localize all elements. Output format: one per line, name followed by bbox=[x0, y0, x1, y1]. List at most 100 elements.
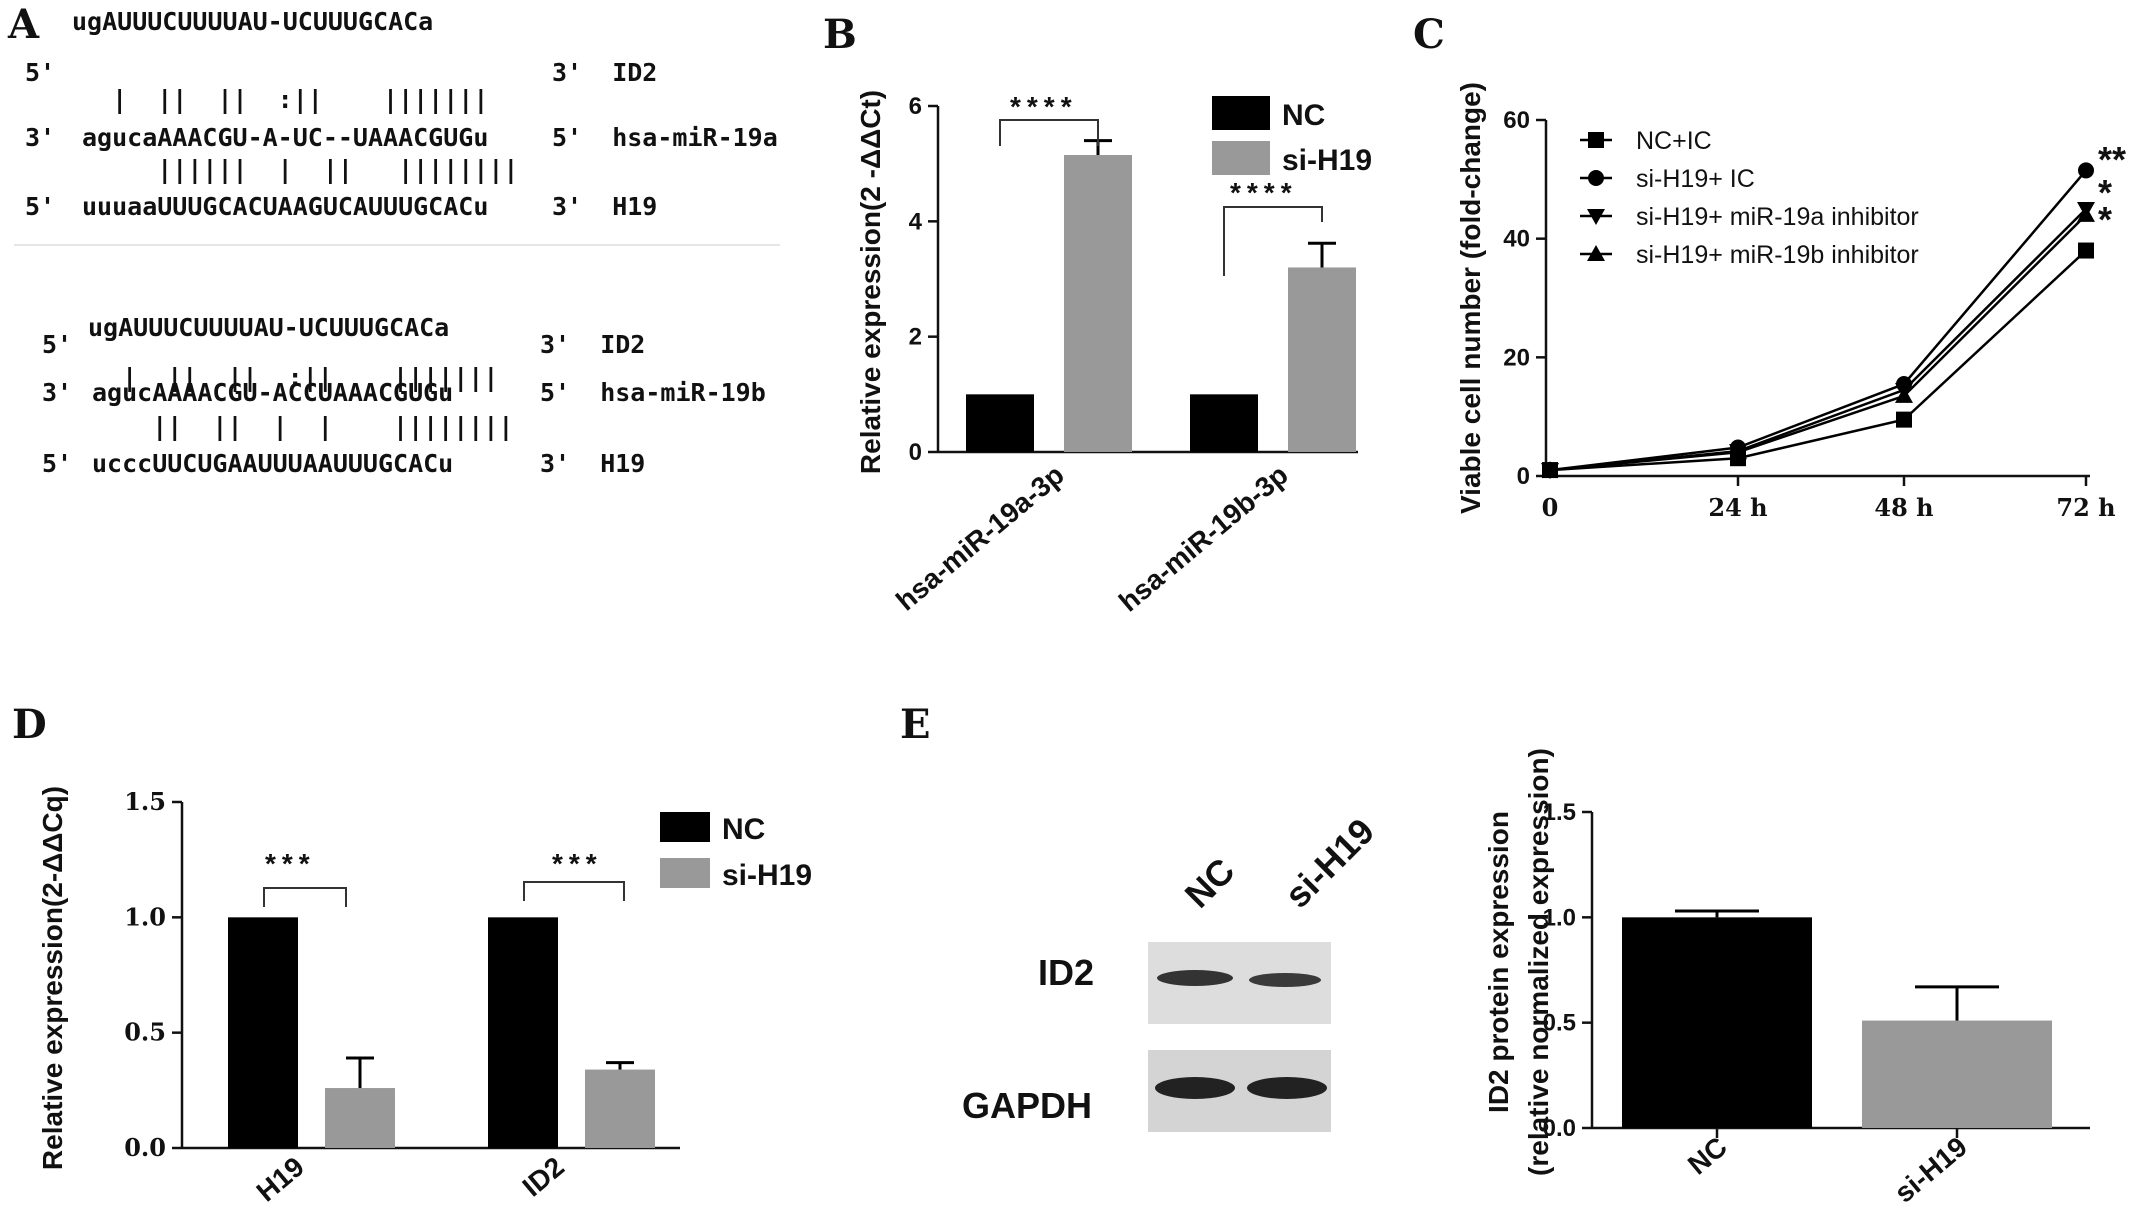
panel-c-y-tick-label: 0 bbox=[1517, 463, 1530, 490]
panel-b-bar bbox=[1288, 267, 1356, 452]
panel-c-sig-1: ** bbox=[2098, 139, 2126, 180]
panel-b-bar bbox=[1064, 155, 1132, 452]
panel-d-chart: *** *** 0.0 0.5 1.0 1.5 Relative expression(… bbox=[37, 786, 812, 1208]
alignment-row-sequence: | || || :|| ||||||| bbox=[92, 363, 498, 392]
alignment-row-prefix: 5' bbox=[25, 192, 55, 221]
panel-c-y-label: Viable cell number (fold-change) bbox=[1455, 82, 1486, 514]
alignment-row-sequence: || || | | |||||||| bbox=[92, 412, 513, 441]
panel-e-bar bbox=[1622, 917, 1812, 1128]
panel-c-point bbox=[1541, 461, 1559, 478]
alignment-row-sequence: | || || :|| ||||||| bbox=[82, 85, 488, 114]
panel-b-sig-bracket bbox=[999, 119, 1099, 146]
panel-d-sig-h19: *** bbox=[265, 848, 316, 879]
panel-b-legend-swatch bbox=[1212, 96, 1270, 130]
panel-d-sig-bracket bbox=[263, 887, 347, 907]
panel-c-sig-2: * bbox=[2098, 172, 2112, 213]
panel-d-y-tick-label: 0.5 bbox=[124, 1018, 166, 1047]
panel-c-y-tick-label: 60 bbox=[1503, 107, 1530, 134]
panel-c-point bbox=[1895, 386, 1913, 403]
panel-c-series-line bbox=[1549, 249, 2087, 472]
panel-b-y-tick-label: 0 bbox=[909, 439, 922, 466]
panel-d-sig-bracket bbox=[523, 881, 625, 901]
panel-d-y-tick-label: 1.0 bbox=[124, 902, 166, 931]
panel-c-y-tick-label: 20 bbox=[1503, 344, 1530, 371]
panel-c-legend-label: NC+IC bbox=[1636, 127, 1712, 155]
panel-letter-c: C bbox=[1413, 11, 1445, 58]
panel-c-legend-label: si-H19+ IC bbox=[1636, 165, 1755, 193]
panel-d-category-label: H19 bbox=[251, 1151, 310, 1208]
alignment-row-sequence: |||||| | || |||||||| bbox=[82, 155, 519, 184]
panel-b-bar bbox=[1190, 394, 1258, 452]
alignment-row-suffix: 3' ID2 bbox=[552, 58, 657, 87]
panel-e-y-tick-label: 0.5 bbox=[1543, 1010, 1576, 1037]
alignment-row-sequence: uuuaaUUUGCACUAAGUCAUUUGCACu bbox=[82, 192, 488, 221]
alignment-row-suffix: 3' ID2 bbox=[540, 330, 645, 359]
panel-c-point bbox=[2078, 242, 2094, 259]
panel-b-category-label: hsa-miR-19a-3p bbox=[890, 459, 1070, 617]
panel-c-x-tick-label: 24 h bbox=[1708, 493, 1767, 522]
panel-d-sig-id2: *** bbox=[552, 848, 603, 879]
panel-c-x-tick-label: 48 h bbox=[1874, 493, 1933, 522]
panel-e-y-tick-label: 1.5 bbox=[1543, 799, 1576, 826]
panel-c-point bbox=[2077, 205, 2095, 222]
alignment-row-suffix: 5' hsa-miR-19b bbox=[540, 378, 766, 407]
panel-b-legend-label: NC bbox=[1282, 99, 1325, 132]
panel-e-category-label: si-H19 bbox=[1889, 1131, 1973, 1209]
panel-c-chart: ** * * 0 20 40 60 Viable cell number (fold-c… bbox=[1455, 82, 2126, 522]
panel-d-bar bbox=[488, 917, 558, 1148]
blot-col-si-h19: si-H19 bbox=[1277, 810, 1382, 915]
blot-band-gapdh-sih19 bbox=[1247, 1077, 1327, 1099]
blot-band-gapdh-nc bbox=[1155, 1077, 1235, 1099]
panel-c-x-tick-label: 0 bbox=[1542, 493, 1559, 522]
panel-c-point bbox=[2078, 162, 2094, 179]
alignment-row-prefix: 3' bbox=[25, 123, 55, 152]
blot-row-gapdh: GAPDH bbox=[962, 1085, 1092, 1126]
alignment-row-sequence: agucAAAACGU-ACCUAAACGUGu bbox=[92, 378, 453, 407]
panel-b-sig-19a: **** bbox=[1010, 91, 1078, 122]
panel-d-legend-swatch bbox=[660, 858, 710, 888]
panel-letter-b: B bbox=[823, 11, 857, 58]
panel-b-sig-bracket bbox=[1223, 206, 1323, 276]
panel-d-y-tick-label: 0.0 bbox=[124, 1133, 166, 1162]
alignment-row-suffix: 3' H19 bbox=[540, 449, 645, 478]
panel-e-y-label: ID2 protein expression bbox=[1483, 811, 1514, 1113]
panel-b-sig-19b: **** bbox=[1230, 177, 1298, 208]
panel-c-y-tick-label: 40 bbox=[1503, 226, 1530, 253]
panel-a-alignments: ugAUUUCUUUUAU-UCUUUGCACa 5' 3' ID2 | || ||… bbox=[14, 7, 780, 478]
panel-d-y-label: Relative expression(2-ΔΔCq) bbox=[37, 786, 68, 1170]
panel-d-legend-swatch bbox=[660, 812, 710, 842]
panel-d-bar bbox=[228, 917, 298, 1148]
alignment-row-sequence: ucccUUCUGAAUUUAAUUUGCACu bbox=[92, 449, 453, 478]
panel-e-y-label-2: (relative normalized expression) bbox=[1523, 748, 1554, 1176]
alignment-row-sequence: ugAUUUCUUUUAU-UCUUUGCACa bbox=[72, 7, 433, 36]
panel-d-y-tick-label: 1.5 bbox=[124, 787, 166, 816]
panel-d-legend-label: si-H19 bbox=[722, 859, 812, 892]
panel-e-y-tick-label: 1.0 bbox=[1543, 904, 1576, 931]
panel-b-legend-label: si-H19 bbox=[1282, 144, 1372, 177]
panel-b-legend-swatch bbox=[1212, 141, 1270, 175]
panel-d-category-label: ID2 bbox=[517, 1151, 570, 1203]
panel-e-western-blot: NC si-H19 ID2 GAPDH bbox=[962, 810, 1382, 1132]
panel-c-sig-3: * bbox=[2098, 199, 2112, 240]
panel-b-category-label: hsa-miR-19b-3p bbox=[1113, 459, 1294, 618]
panel-e-category-label: NC bbox=[1682, 1131, 1733, 1181]
alignment-row-prefix: 3' bbox=[42, 378, 72, 407]
alignment-row-suffix: 3' H19 bbox=[552, 192, 657, 221]
panel-d-bar bbox=[325, 1088, 395, 1148]
alignment-row-prefix: 5' bbox=[25, 58, 55, 87]
panel-b-y-tick-label: 4 bbox=[909, 208, 923, 235]
alignment-row-sequence: agucaAAACGU-A-UC--UAAACGUGu bbox=[82, 123, 488, 152]
panel-letter-e: E bbox=[900, 701, 931, 748]
panel-c-series-line bbox=[1549, 214, 2087, 472]
alignment-row-suffix: 5' hsa-miR-19a bbox=[552, 123, 778, 152]
panel-c-legend-marker bbox=[1587, 209, 1605, 225]
panel-c-legend-label: si-H19+ miR-19b inhibitor bbox=[1636, 241, 1919, 269]
panel-b-chart: **** **** 0 2 4 6 Relative expression(2 -ΔΔC… bbox=[855, 90, 1372, 618]
panel-letter-a: A bbox=[7, 1, 40, 48]
panel-c-legend-marker bbox=[1587, 245, 1605, 261]
panel-c-point bbox=[1896, 411, 1912, 428]
panel-c-point bbox=[1729, 443, 1747, 460]
panel-e-y-tick-label: 0.0 bbox=[1543, 1115, 1576, 1142]
